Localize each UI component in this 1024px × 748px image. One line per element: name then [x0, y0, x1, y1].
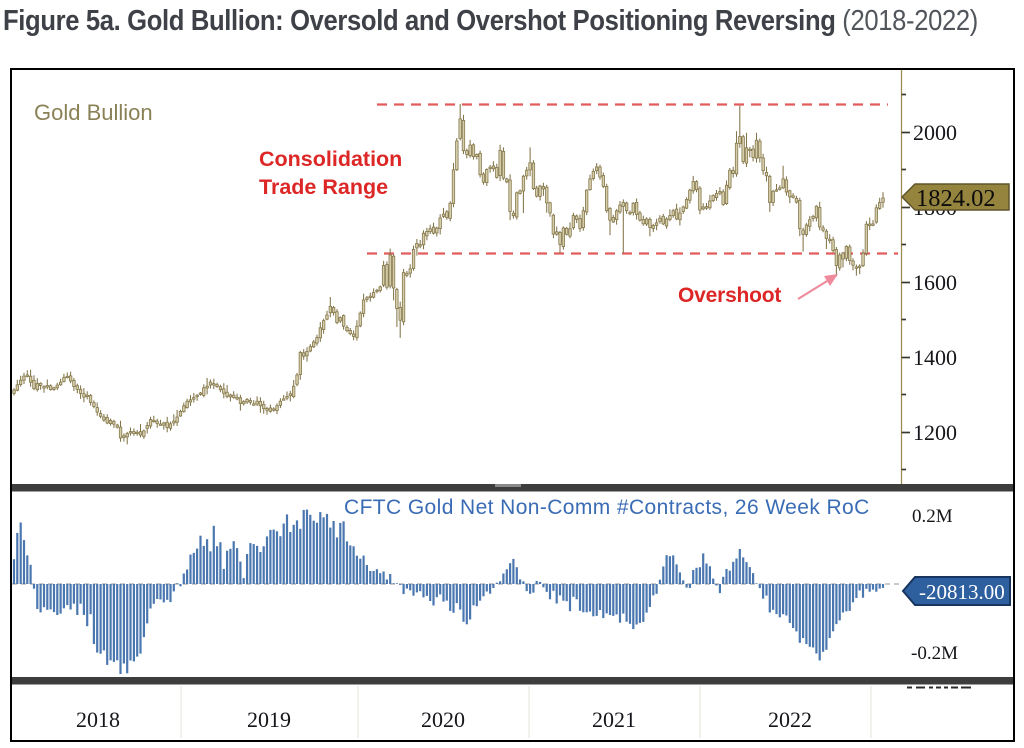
svg-text:-20813.00: -20813.00 — [919, 580, 1005, 604]
svg-text:2022: 2022 — [768, 707, 812, 732]
svg-text:2021: 2021 — [592, 707, 636, 732]
svg-text:Gold Bullion: Gold Bullion — [34, 100, 153, 125]
svg-text:1600: 1600 — [913, 270, 957, 295]
svg-text:-0.2M: -0.2M — [911, 643, 958, 664]
svg-text:2000: 2000 — [913, 120, 957, 145]
svg-text:0.2M: 0.2M — [912, 506, 953, 527]
svg-text:2019: 2019 — [247, 707, 291, 732]
svg-text:1200: 1200 — [913, 420, 957, 445]
svg-text:1400: 1400 — [913, 345, 957, 370]
svg-text:Trade Range: Trade Range — [259, 175, 388, 199]
svg-text:Overshoot: Overshoot — [678, 284, 781, 307]
svg-text:2018: 2018 — [76, 707, 120, 732]
svg-text:2020: 2020 — [421, 707, 465, 732]
svg-text:Consolidation: Consolidation — [259, 147, 402, 171]
svg-text:1824.02: 1824.02 — [916, 185, 996, 212]
svg-text:CFTC Gold Net Non-Comm #Contra: CFTC Gold Net Non-Comm #Contracts, 26 We… — [344, 496, 870, 519]
